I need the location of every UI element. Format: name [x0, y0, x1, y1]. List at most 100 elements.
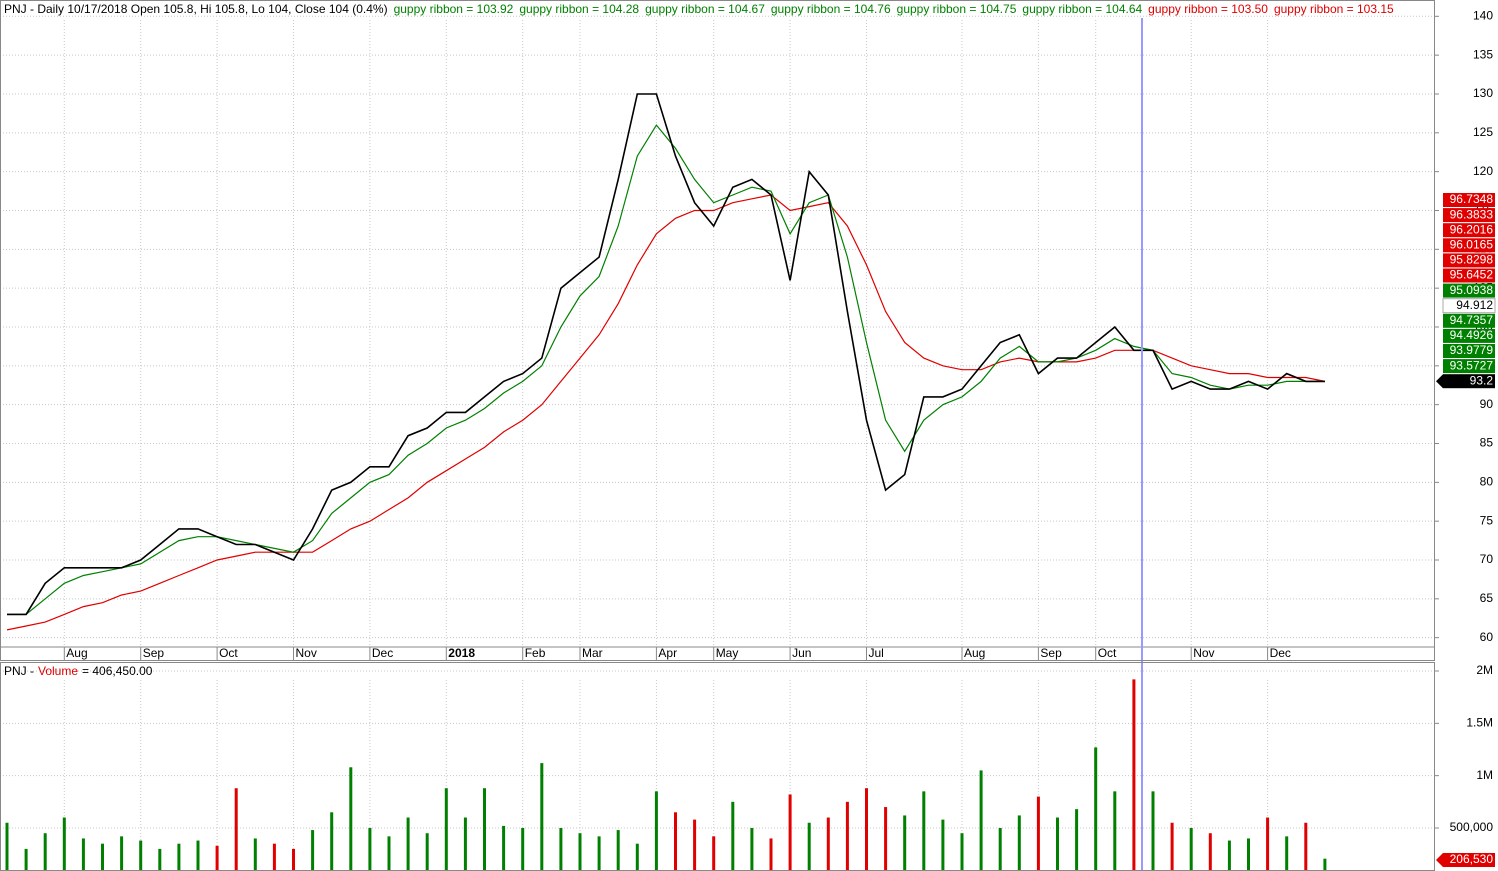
y-tick-label: 500,000 — [1450, 820, 1494, 834]
price-label-box — [1443, 193, 1495, 207]
y-tick-label: 65 — [1480, 591, 1494, 605]
x-tick-label: Feb — [525, 646, 546, 660]
volume-bar — [1189, 827, 1193, 871]
price-label: 93.5727 — [1450, 358, 1494, 372]
header-item: guppy ribbon = 104.64 — [1022, 2, 1142, 16]
y-tick-label: 140 — [1473, 8, 1493, 22]
volume-bar — [1304, 822, 1308, 871]
volume-bar — [807, 822, 811, 871]
volume-bar — [81, 838, 85, 871]
volume-bar — [903, 815, 907, 871]
volume-bar — [1056, 817, 1059, 871]
volume-bar — [1094, 747, 1098, 871]
header-item: guppy ribbon = 104.75 — [897, 2, 1017, 16]
price-label: 93.2 — [1470, 373, 1494, 387]
volume-bar — [1151, 791, 1155, 871]
x-tick-label: May — [716, 646, 739, 660]
price-label-box — [1443, 344, 1495, 358]
y-tick-label: 1.5M — [1466, 716, 1493, 730]
volume-bar — [43, 833, 47, 871]
volume-bar — [483, 788, 486, 871]
volume-bar — [444, 788, 448, 871]
y-tick-label: 85 — [1480, 436, 1494, 450]
x-tick-label: Dec — [1270, 646, 1291, 660]
volume-bar — [922, 791, 926, 871]
volume-bar — [635, 843, 639, 871]
volume-bar — [998, 827, 1002, 871]
x-tick-label: Nov — [296, 646, 317, 660]
price-label-box — [1443, 268, 1495, 283]
volume-bar — [521, 827, 525, 871]
volume-bar — [1285, 836, 1289, 871]
volume-bar — [693, 819, 697, 871]
volume-bar — [1075, 809, 1079, 871]
header-item: guppy ribbon = 103.50 — [1148, 2, 1268, 16]
volume-bar — [1266, 817, 1270, 871]
x-tick-label: Sep — [143, 646, 165, 660]
price-label-box — [1443, 208, 1495, 223]
price-label-box — [1443, 313, 1495, 328]
volume-bar — [5, 822, 9, 871]
volume-bar — [712, 836, 716, 871]
ribbon-line — [6, 194, 1326, 631]
volume-bar — [1227, 840, 1231, 871]
volume-bar — [654, 791, 658, 871]
x-tick-label: Aug — [66, 646, 87, 660]
y-tick-label: 80 — [1480, 475, 1494, 489]
price-label: 95.8298 — [1450, 253, 1494, 267]
volume-bar — [196, 840, 200, 871]
price-label: 96.0165 — [1450, 237, 1494, 251]
x-tick-label: Apr — [658, 646, 677, 660]
volume-bar — [884, 807, 888, 871]
x-tick-label: Sep — [1040, 646, 1062, 660]
volume-bar — [731, 801, 735, 871]
price-label-box — [1443, 238, 1495, 253]
price-label: 96.2016 — [1450, 222, 1494, 236]
last-label: 206,530 — [1450, 852, 1494, 866]
price-label: 96.3833 — [1450, 207, 1494, 221]
price-label: 95.0938 — [1450, 283, 1494, 297]
header-item: PNJ - Daily 10/17/2018 Open 105.8, Hi 10… — [4, 2, 388, 16]
header: PNJ - Volume = 406,450.00 — [4, 664, 153, 678]
price-label: 96.7348 — [1450, 192, 1494, 206]
volume-bar — [253, 838, 257, 871]
volume-bar — [215, 845, 219, 871]
y-tick-label: 2M — [1476, 663, 1493, 677]
price-label-box — [1443, 328, 1495, 343]
volume-bar — [1323, 858, 1327, 871]
price-label: 94.912 — [1456, 298, 1493, 312]
volume-bar — [750, 827, 754, 871]
y-tick-label: 120 — [1473, 164, 1493, 178]
price-label: 95.6452 — [1450, 268, 1494, 282]
volume-bar — [24, 848, 28, 871]
x-tick-label: Jul — [869, 646, 884, 660]
volume-bar — [311, 830, 315, 871]
volume-bar — [120, 836, 124, 871]
volume-bar — [62, 817, 66, 871]
volume-bar — [865, 788, 868, 871]
header-item: Volume — [38, 664, 78, 678]
price-label-box — [1443, 374, 1495, 389]
volume-bar — [1017, 815, 1021, 871]
x-tick-label: Jun — [792, 646, 811, 660]
price-panel: Aug Sep Oct Nov Dec 2018 Feb Mar Apr May Jun Jul Aug… — [0, 2, 1496, 661]
volume-bar — [960, 833, 964, 871]
last-label-box — [1436, 853, 1495, 867]
volume-bar — [502, 825, 506, 871]
price-label-box — [1443, 223, 1495, 238]
header-item: guppy ribbon = 104.28 — [519, 2, 639, 16]
x-tick-label: 2018 — [448, 646, 475, 660]
volume-bar — [177, 843, 181, 871]
y-tick-label: 75 — [1480, 513, 1494, 527]
header-item: guppy ribbon = 104.67 — [645, 2, 765, 16]
volume-bar — [616, 830, 620, 871]
y-tick-label: 135 — [1473, 47, 1493, 61]
volume-panel: 500,000 1M 1.5M 2M PNJ - Volume = 406,450.00 20… — [0, 663, 1495, 871]
volume-bar — [463, 817, 467, 871]
volume-bar — [1113, 791, 1117, 871]
volume-bar — [788, 794, 792, 871]
volume-bar — [826, 817, 830, 871]
volume-bar — [101, 843, 104, 871]
y-tick-label: 130 — [1473, 86, 1493, 100]
volume-bar — [674, 812, 677, 871]
